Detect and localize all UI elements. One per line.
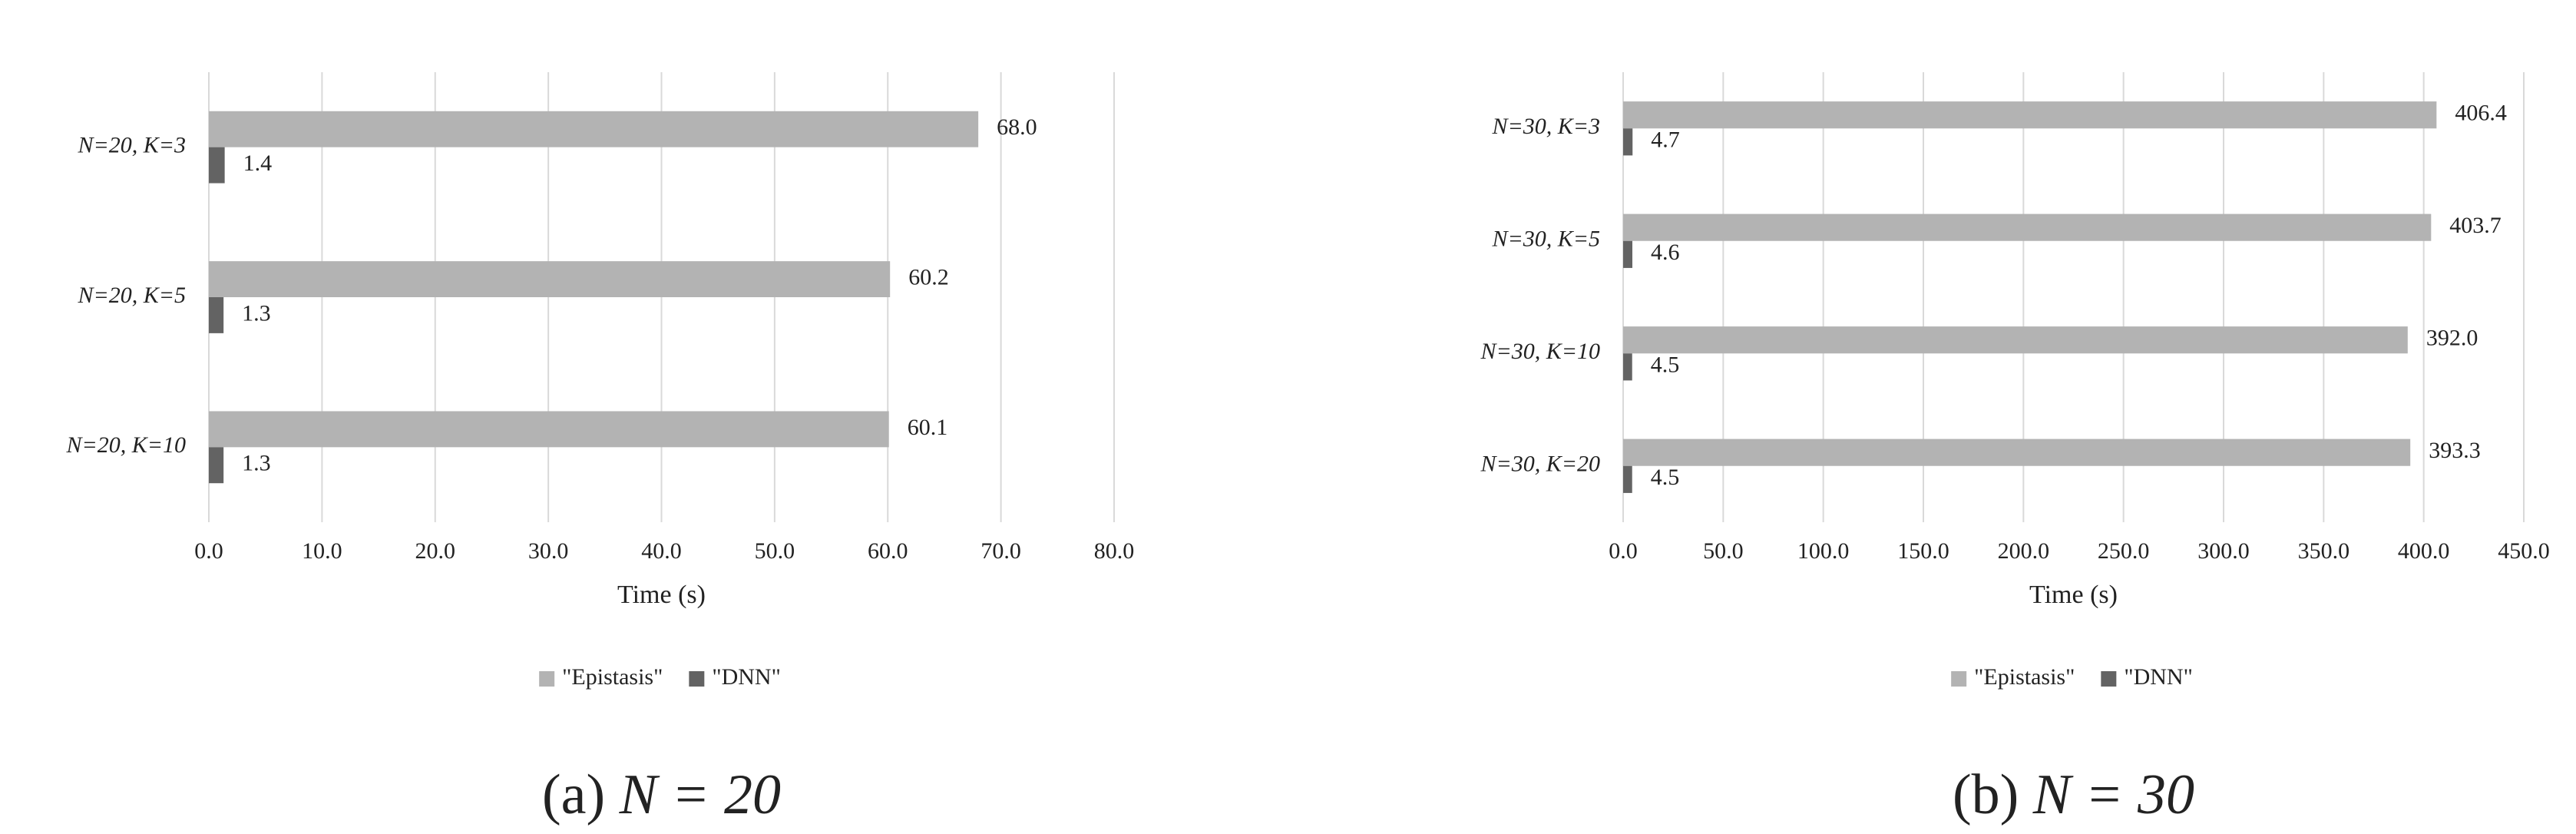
legend-label: "Epistasis" [1974,664,2075,690]
value-label: 4.5 [1651,465,1680,490]
bar [209,111,979,147]
value-label: 1.4 [243,151,273,176]
caption-math: N = 20 [619,763,781,826]
x-axis-label: Time (s) [617,581,706,609]
caption-label: (b) [1953,763,2019,826]
value-label: 60.2 [908,264,949,290]
bar [209,261,891,297]
value-label: 1.3 [242,300,271,326]
bar [209,411,889,448]
category-label: N=30, K=5 [1491,227,1600,252]
x-tick-label: 10.0 [302,538,342,564]
value-label: 60.1 [908,415,948,440]
bar [1623,353,1632,381]
x-tick-label: 70.0 [980,538,1021,564]
x-tick-label: 400.0 [2398,538,2450,564]
x-tick-label: 0.0 [194,538,223,564]
x-tick-label: 50.0 [755,538,795,564]
x-tick-label: 0.0 [1609,538,1638,564]
bar [1623,326,2408,354]
value-label: 4.5 [1651,352,1680,378]
legend-swatch [689,671,705,687]
caption-label: (a) [542,763,605,826]
value-label: 4.7 [1651,127,1680,153]
bar [1623,439,2411,466]
legend-label: "Epistasis" [562,664,663,690]
legend-swatch [539,671,555,687]
category-label: N=30, K=3 [1491,114,1600,139]
legend: "Epistasis" "DNN" [539,664,781,690]
value-label: 406.4 [2455,101,2507,126]
x-tick-label: 50.0 [1703,538,1744,564]
bar [1623,240,1632,268]
x-tick-label: 30.0 [528,538,569,564]
bar [1623,101,2437,129]
x-tick-label: 40.0 [641,538,682,564]
value-label: 393.3 [2429,438,2481,463]
value-label: 1.3 [242,451,271,476]
x-tick-label: 300.0 [2197,538,2250,564]
legend: "Epistasis" "DNN" [1951,664,2193,690]
x-tick-label: 350.0 [2298,538,2350,564]
x-tick-label: 150.0 [1897,538,1949,564]
x-tick-label: 200.0 [1998,538,2050,564]
caption: (a) N = 20 [542,763,781,826]
category-label: N=30, K=20 [1480,452,1600,477]
legend-swatch [1951,671,1967,687]
value-label: 392.0 [2426,326,2478,351]
x-tick-label: 60.0 [868,538,908,564]
x-tick-label: 80.0 [1094,538,1135,564]
category-label: N=20, K=10 [65,432,186,458]
value-label: 4.6 [1651,240,1680,265]
category-label: N=30, K=10 [1480,339,1600,364]
bar [209,297,224,333]
value-label: 68.0 [997,114,1037,140]
bar [209,447,224,484]
x-tick-label: 250.0 [2098,538,2150,564]
x-tick-label: 20.0 [415,538,456,564]
x-axis-label: Time (s) [2029,581,2118,609]
legend-label: "DNN" [2124,664,2193,690]
x-tick-label: 100.0 [1797,538,1850,564]
bar [1623,213,2432,241]
bar [1623,128,1633,156]
caption-math: N = 30 [2032,763,2194,826]
bar [209,147,225,184]
legend-swatch [2101,671,2117,687]
legend-label: "DNN" [712,664,781,690]
x-tick-label: 450.0 [2498,538,2550,564]
value-label: 403.7 [2449,213,2502,238]
caption: (b) N = 30 [1953,763,2194,826]
category-label: N=20, K=5 [77,283,186,308]
bar [1623,465,1632,493]
category-label: N=20, K=3 [77,133,186,158]
